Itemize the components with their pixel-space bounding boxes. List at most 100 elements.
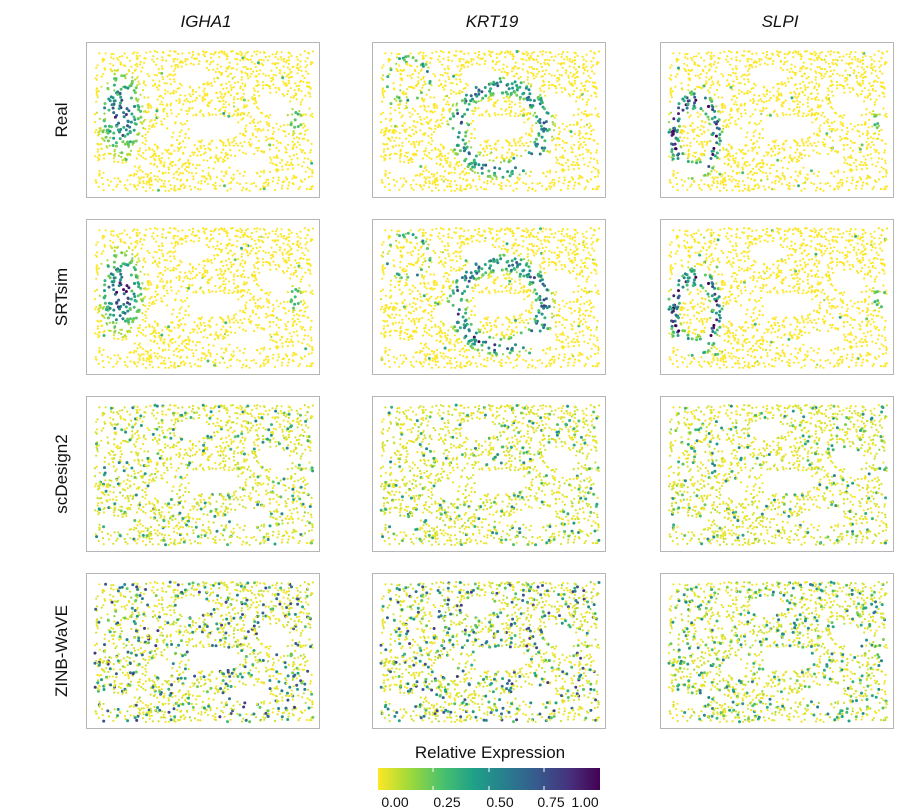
spot-point	[853, 72, 855, 74]
spot-point	[732, 95, 734, 97]
spot-point	[109, 137, 111, 139]
spot-point	[766, 51, 768, 53]
spot-point	[500, 52, 502, 54]
spot-point	[229, 62, 231, 64]
spot-point	[257, 91, 259, 93]
spot-point	[574, 133, 576, 135]
spot-point	[138, 330, 140, 332]
spot-point	[104, 153, 106, 155]
spot-point	[535, 190, 537, 192]
spot-point	[112, 64, 114, 66]
spot-point	[671, 156, 673, 158]
spot-point	[724, 172, 726, 174]
spot-point	[176, 170, 178, 172]
spot-point	[171, 136, 173, 138]
spot-point	[856, 93, 858, 95]
spot-point	[117, 161, 119, 163]
spot-point	[415, 153, 417, 155]
spot-point	[207, 81, 209, 83]
spot-point	[731, 99, 733, 101]
spot-point	[804, 89, 806, 91]
spot-point	[222, 161, 224, 163]
spot-point	[807, 113, 809, 115]
spot-point	[175, 277, 177, 279]
spot-point	[223, 142, 225, 144]
spot-point	[794, 66, 796, 68]
spot-point	[381, 129, 383, 131]
spot-point	[311, 113, 313, 115]
spot-point	[866, 66, 868, 68]
spot-point	[199, 341, 201, 343]
spot-point	[546, 171, 548, 173]
spot-point	[212, 60, 214, 62]
spot-point	[751, 58, 753, 60]
spot-point	[584, 110, 586, 112]
spot-point	[223, 175, 225, 177]
spot-point	[671, 64, 673, 66]
spot-point	[699, 158, 701, 160]
spot-point	[300, 70, 302, 72]
spot-point	[774, 141, 776, 143]
spot-point	[731, 176, 733, 178]
spot-point	[407, 75, 409, 77]
spot-point	[149, 105, 151, 107]
spot-point	[251, 183, 253, 185]
spot-point	[389, 67, 391, 69]
spot-point	[525, 183, 527, 185]
spot-point	[252, 133, 254, 135]
spot-point	[463, 113, 466, 116]
spot-point	[167, 54, 169, 56]
spot-point	[394, 184, 396, 186]
spot-point	[843, 87, 845, 89]
spot-point	[416, 121, 418, 123]
spot-point	[827, 94, 829, 96]
spot-point	[112, 53, 114, 55]
spot-point	[716, 171, 718, 173]
spot-point	[693, 101, 696, 104]
spot-point	[532, 114, 534, 116]
spot-point	[702, 146, 704, 148]
spot-point	[704, 97, 707, 100]
spot-point	[239, 360, 241, 362]
spot-point	[512, 58, 514, 60]
spot-point	[434, 75, 436, 77]
spot-point	[829, 85, 831, 87]
spot-point	[220, 179, 222, 181]
spot-point	[136, 55, 138, 57]
spot-point	[410, 52, 412, 54]
spot-point	[583, 72, 585, 74]
spot-point	[161, 68, 163, 70]
spot-point	[456, 161, 458, 163]
spot-point	[181, 166, 183, 168]
spot-point	[800, 58, 802, 60]
spot-point	[792, 71, 794, 73]
spot-point	[691, 160, 694, 163]
spot-point	[766, 114, 768, 116]
spot-point	[440, 84, 442, 86]
spot-point	[568, 181, 570, 183]
spot-point	[152, 189, 154, 191]
spot-point	[713, 110, 716, 113]
spot-point	[707, 105, 710, 108]
spot-point	[871, 72, 873, 74]
spot-point	[735, 56, 737, 58]
spot-point	[142, 157, 144, 159]
spot-point	[695, 152, 697, 154]
spot-point	[693, 181, 695, 183]
spot-point	[703, 126, 705, 128]
spot-point	[110, 125, 113, 128]
spot-point	[148, 180, 150, 182]
spot-point	[724, 156, 726, 158]
spot-point	[237, 108, 239, 110]
spot-point	[187, 336, 189, 338]
spot-point	[173, 70, 175, 72]
spot-point	[135, 99, 137, 101]
spot-point	[783, 143, 785, 145]
spot-point	[804, 154, 806, 156]
spot-point	[833, 69, 835, 71]
spot-point	[878, 133, 880, 135]
spot-point	[791, 77, 793, 79]
spot-point	[160, 297, 162, 299]
spot-point	[511, 154, 513, 156]
spot-point	[730, 108, 732, 110]
